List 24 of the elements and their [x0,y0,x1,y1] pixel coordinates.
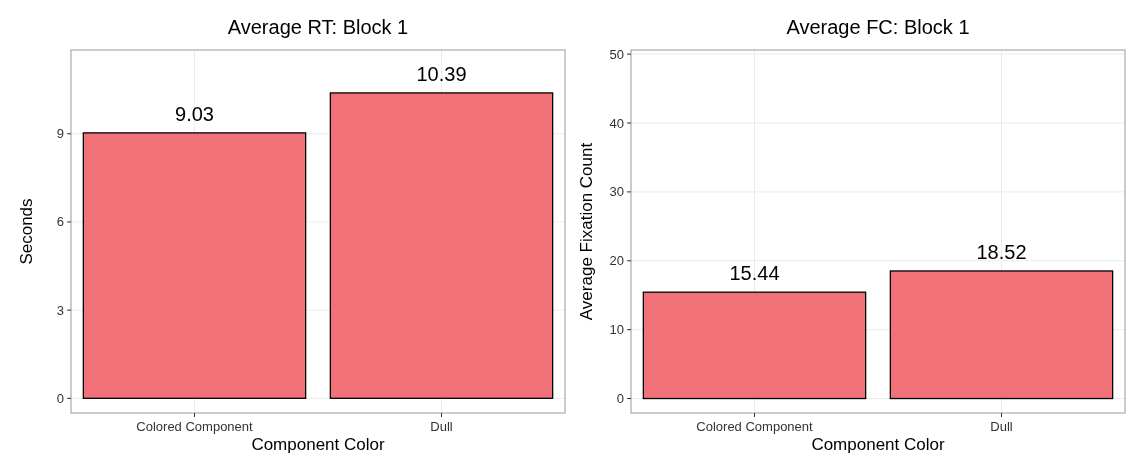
y-tick-label: 6 [56,214,64,230]
y-tick-label: 10 [609,322,624,338]
x-tick-label: Colored Component [136,419,254,434]
data-label: 10.39 [416,62,467,85]
data-label: 18.52 [976,240,1027,263]
chart-title: Average FC: Block 1 [786,16,970,38]
y-axis-title: Average Fixation Count [577,142,596,321]
y-tick-label: 50 [609,46,624,62]
data-label: 15.44 [729,262,780,285]
y-tick-label: 9 [56,126,64,142]
x-tick-label: Dull [430,419,453,434]
y-tick-label: 40 [609,115,624,131]
data-label: 9.03 [175,102,214,125]
chart-title: Average RT: Block 1 [227,16,409,38]
x-axis-title: Component Color [811,435,945,454]
x-tick-label: Dull [990,419,1013,434]
y-tick-label: 0 [616,391,624,407]
y-axis-title: Seconds [17,198,36,265]
x-tick-label: Colored Component [696,419,814,434]
x-axis-title: Component Color [251,435,385,454]
y-tick-label: 0 [56,390,64,406]
y-tick-label: 20 [609,253,624,269]
y-tick-label: 30 [609,184,624,200]
y-tick-label: 3 [56,302,64,318]
